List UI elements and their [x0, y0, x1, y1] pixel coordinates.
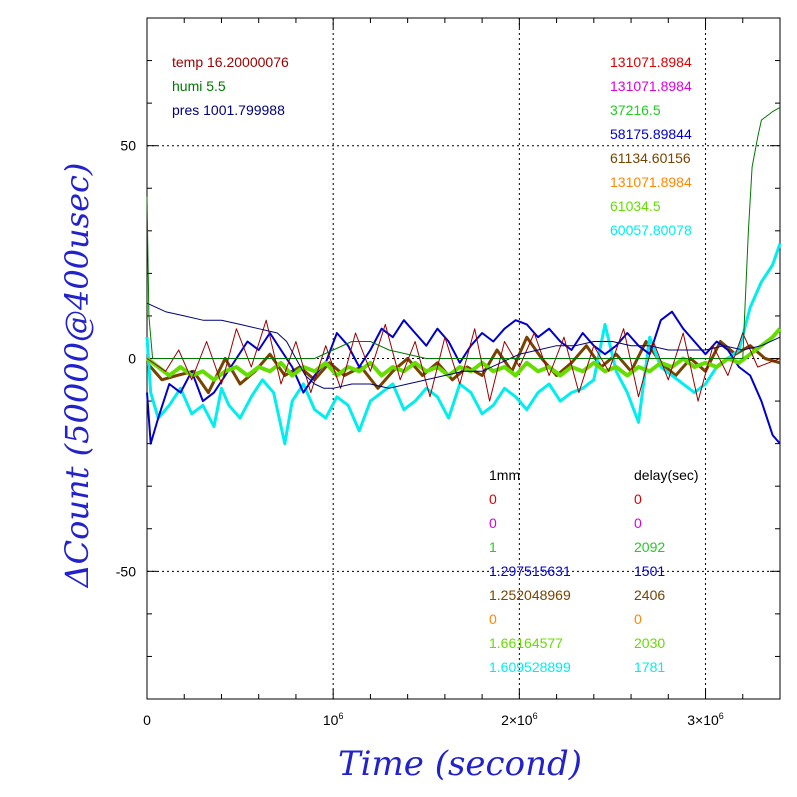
y-axis-title: ΔCount (50000@400usec) — [58, 163, 96, 590]
env-legend-entry: temp 16.20000076 — [172, 54, 289, 70]
right-value-entry: 61034.5 — [610, 198, 661, 214]
env-legend-entry: pres 1001.799988 — [172, 102, 285, 118]
table-header-1mm: 1mm — [489, 467, 520, 483]
delay-table: 1mm delay(sec) 0 0 0 0 1 2092 1.297515631 1501 1.2… — [489, 467, 699, 675]
table-cell-1mm: 0 — [489, 611, 497, 627]
table-cell-1mm: 1.297515631 — [489, 563, 571, 579]
right-value-entry: 131071.8984 — [610, 54, 692, 70]
table-cell-delay: 1501 — [634, 563, 665, 579]
tick-labels: 0 106 2×106 3×106 50 0 -50 — [116, 138, 724, 728]
table-cell-1mm: 1.609528899 — [489, 659, 571, 675]
series-line-4 — [145, 327, 782, 382]
x-tick-label: 0 — [143, 712, 151, 728]
table-cell-delay: 0 — [634, 515, 642, 531]
table-cell-1mm: 0 — [489, 515, 497, 531]
right-value-entry: 61134.60156 — [610, 150, 691, 166]
y-tick-label: 50 — [120, 138, 136, 154]
table-cell-delay: 0 — [634, 611, 642, 627]
table-cell-delay: 2030 — [634, 635, 665, 651]
right-value-entry: 60057.80078 — [610, 222, 692, 238]
table-cell-delay: 0 — [634, 491, 642, 507]
table-cell-1mm: 0 — [489, 491, 497, 507]
series-line-6 — [146, 302, 781, 389]
right-value-entry: 131071.8984 — [610, 78, 692, 94]
x-tick-label: 3×106 — [687, 711, 724, 728]
series-layer — [145, 106, 782, 446]
series-line-7 — [146, 106, 781, 359]
right-value-entry: 131071.8984 — [610, 174, 692, 190]
y-tick-label: -50 — [116, 563, 136, 579]
table-header-delay: delay(sec) — [634, 467, 699, 483]
series-line-2 — [145, 243, 782, 446]
y-tick-label: 0 — [128, 351, 136, 367]
table-cell-1mm: 1 — [489, 539, 497, 555]
right-value-entry: 37216.5 — [610, 102, 661, 118]
table-cell-1mm: 1.252048969 — [489, 587, 571, 603]
env-legend-entry: humi 5.5 — [172, 78, 226, 94]
right-value-entry: 58175.89844 — [610, 126, 692, 142]
table-cell-delay: 2406 — [634, 587, 665, 603]
x-tick-label: 2×106 — [501, 711, 538, 728]
table-cell-1mm: 1.66164577 — [489, 635, 563, 651]
table-cell-delay: 2092 — [634, 539, 665, 555]
table-cell-delay: 1781 — [634, 659, 665, 675]
series-line-5 — [146, 319, 781, 402]
x-tick-label: 106 — [323, 711, 344, 728]
x-axis-title: Time (second) — [338, 744, 582, 784]
environment-legend: temp 16.20000076 humi 5.5 pres 1001.799988 — [172, 54, 289, 118]
right-value-list: 131071.8984 131071.8984 37216.5 58175.89844… — [610, 54, 692, 238]
